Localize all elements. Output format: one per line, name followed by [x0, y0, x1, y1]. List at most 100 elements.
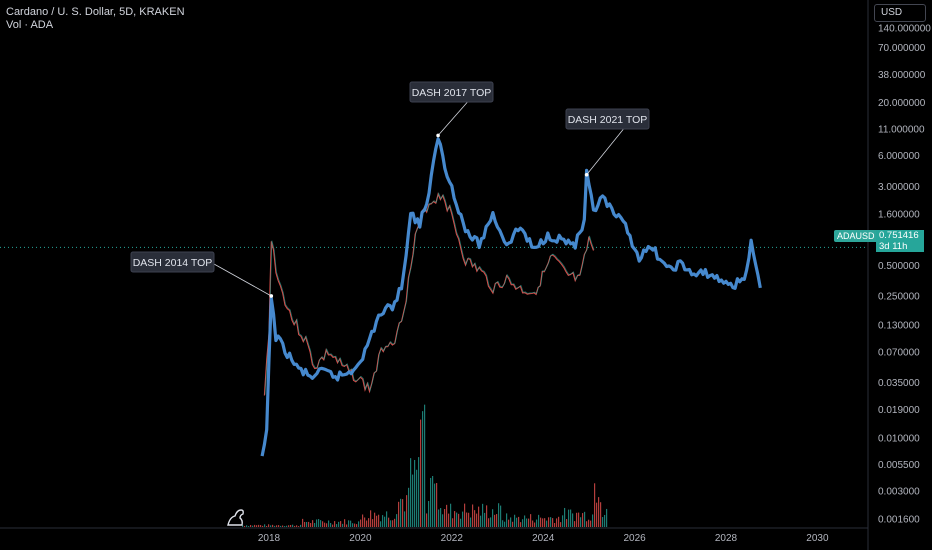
chart-title: Cardano / U. S. Dollar, 5D, KRAKEN [6, 6, 185, 18]
volume-bar [416, 469, 418, 527]
y-tick-label: 0.019000 [878, 405, 920, 416]
volume-bar [604, 514, 606, 527]
volume-bar [264, 524, 266, 527]
volume-bar [292, 524, 294, 527]
volume-bar [294, 525, 296, 527]
volume-bar [464, 503, 466, 527]
volume-layer [242, 404, 608, 527]
volume-bar [606, 508, 608, 527]
volume-bar [492, 509, 494, 527]
volume-bar [560, 522, 562, 527]
volume-bar [584, 511, 586, 527]
annotation-label: DASH 2021 TOP [568, 114, 648, 126]
volume-bar [244, 525, 246, 527]
price-tag-price: 0.751416 [879, 230, 919, 241]
volume-bar [388, 517, 390, 527]
volume-bar [382, 515, 384, 527]
volume-bar [476, 513, 478, 527]
x-tick-label: 2022 [441, 533, 464, 544]
x-tick-label: 2024 [532, 533, 555, 544]
volume-bar [578, 512, 580, 527]
volume-bar [278, 525, 280, 527]
volume-bar [324, 522, 326, 527]
volume-bar [380, 521, 382, 527]
volume-bar [406, 495, 408, 527]
volume-bar [498, 503, 500, 527]
y-tick-label: 0.070000 [878, 348, 920, 359]
series-line-ada-up [264, 192, 595, 395]
volume-bar [370, 510, 372, 527]
volume-bar [496, 514, 498, 527]
volume-bar [490, 517, 492, 527]
volume-bar [442, 514, 444, 527]
volume-bar [392, 520, 394, 527]
volume-bar [514, 514, 516, 527]
volume-bar [336, 524, 338, 527]
volume-bar [500, 505, 502, 527]
volume-bar [558, 516, 560, 527]
volume-bar [568, 509, 570, 527]
volume-bar [328, 520, 330, 527]
volume-bar [422, 411, 424, 527]
volume-bar [342, 523, 344, 527]
volume-bar [598, 497, 600, 527]
volume-bar [440, 508, 442, 527]
volume-bar [516, 517, 518, 527]
y-tick-label: 0.010000 [878, 434, 920, 445]
volume-bar [310, 523, 312, 527]
volume-bar [288, 525, 290, 527]
volume-bar [444, 509, 446, 527]
volume-bar [372, 519, 374, 527]
volume-bar [276, 525, 278, 527]
volume-bar [410, 458, 412, 527]
volume-bar [412, 474, 414, 527]
y-tick-label: 38.000000 [878, 70, 926, 81]
volume-bar [468, 512, 470, 527]
volume-bar [394, 518, 396, 527]
volume-bar [472, 504, 474, 527]
annotation-point [436, 133, 440, 138]
volume-bar [280, 525, 282, 527]
price-tag: ADAUSD [834, 230, 877, 252]
volume-bar [318, 519, 320, 527]
y-tick-label: 11.000000 [878, 125, 925, 136]
volume-bar [572, 513, 574, 527]
volume-bar [506, 513, 508, 527]
volume-bar [540, 517, 542, 527]
volume-bar [408, 487, 410, 527]
volume-bar [484, 512, 486, 527]
volume-bar [596, 502, 598, 527]
logo-shape [227, 509, 244, 526]
volume-bar [518, 516, 520, 527]
volume-bar [398, 501, 400, 527]
volume-bar [574, 521, 576, 527]
volume-bar [588, 519, 590, 527]
volume-bar [286, 525, 288, 527]
annotation-box [409, 81, 494, 103]
volume-bar [586, 521, 588, 527]
volume-bar [258, 524, 260, 527]
volume-bar [504, 521, 506, 527]
volume-bar [346, 524, 348, 527]
annotation-leader [437, 101, 468, 136]
price-tag-countdown: 3d 11h [879, 241, 908, 252]
volume-bar [580, 517, 582, 527]
volume-bar [510, 517, 512, 527]
volume-bar [458, 513, 460, 527]
volume-bar [256, 525, 258, 527]
volume-label: Vol · ADA [6, 19, 54, 31]
volume-bar [350, 520, 352, 527]
volume-bar [542, 518, 544, 527]
volume-bar [242, 525, 244, 527]
volume-bar [368, 518, 370, 527]
y-tick-label: 0.005500 [878, 460, 920, 471]
annotation-leader [213, 263, 272, 297]
y-tick-label: 0.003000 [878, 487, 920, 498]
volume-bar [502, 520, 504, 527]
currency-button[interactable]: USD [874, 4, 926, 22]
annotation-point [584, 172, 589, 177]
volume-bar [314, 522, 316, 527]
volume-bar [246, 525, 248, 527]
volume-bar [538, 514, 540, 527]
